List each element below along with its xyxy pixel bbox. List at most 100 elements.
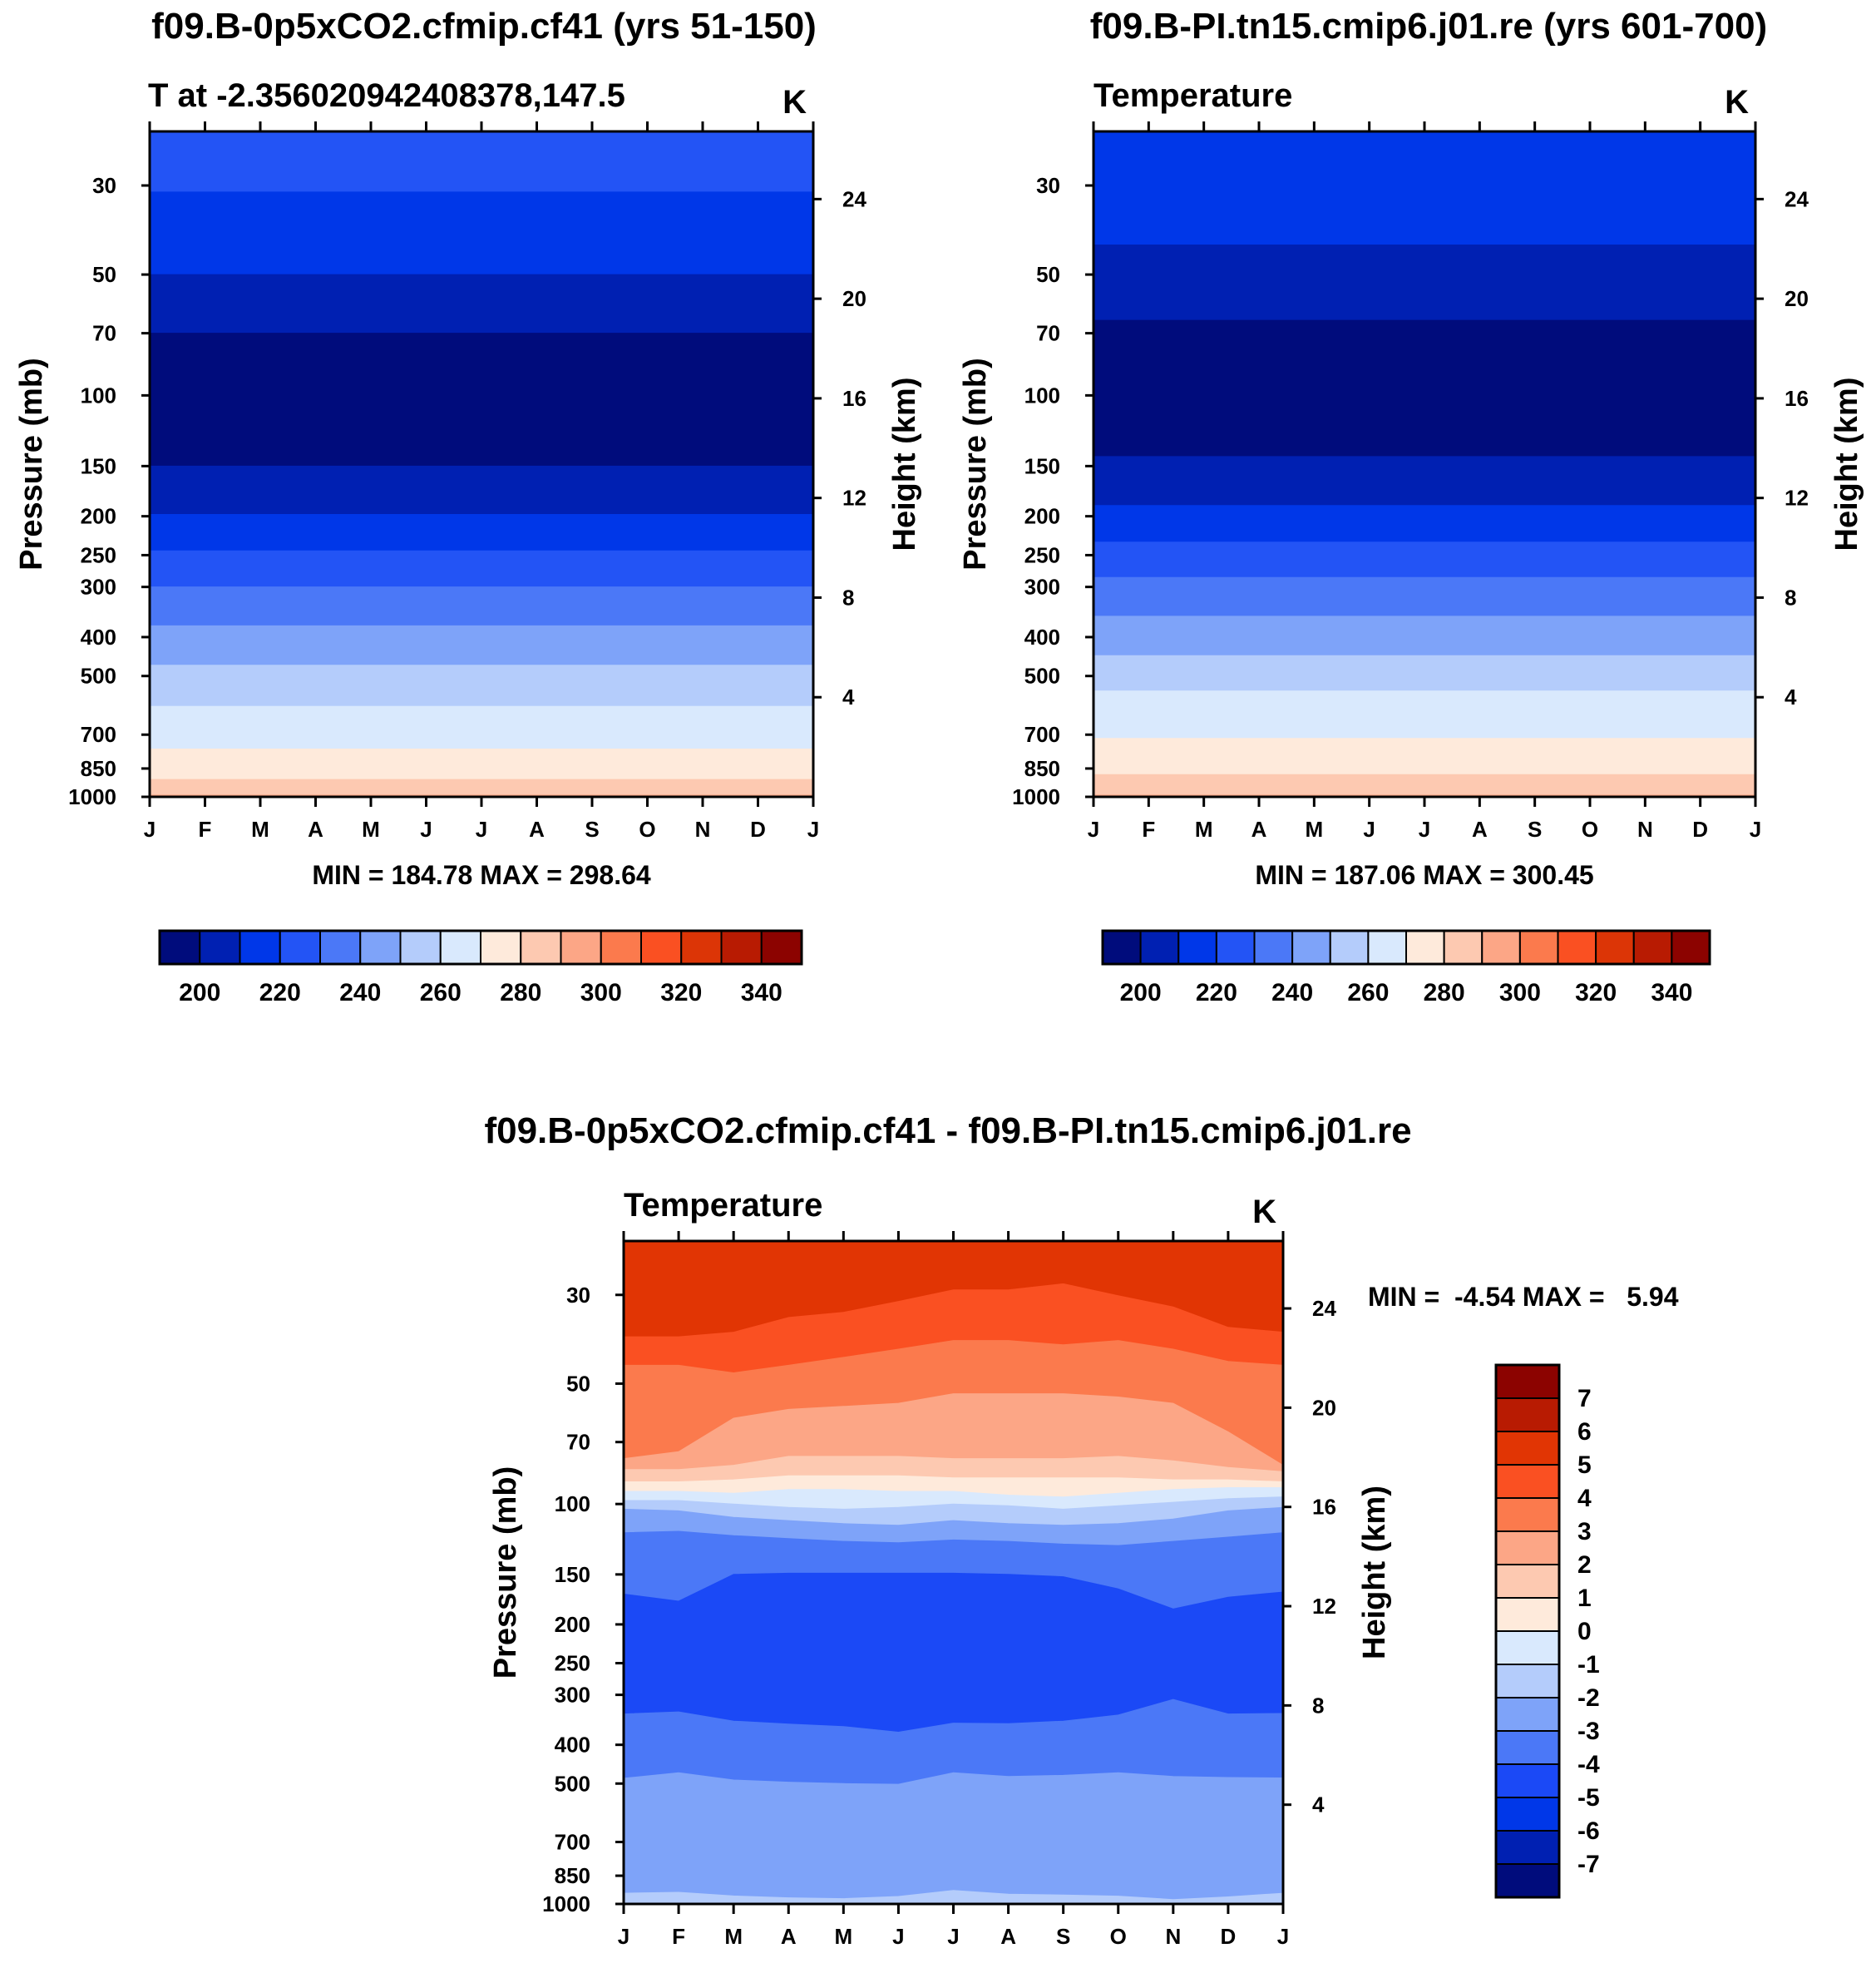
- colorbar-swatch: [1215, 930, 1256, 965]
- colorbar-swatch: [600, 930, 642, 965]
- x-tick-label: A: [308, 817, 323, 842]
- y-tick-label: 200: [1024, 504, 1060, 529]
- contour-band: [149, 333, 814, 467]
- contour-band: [149, 779, 814, 796]
- y-axis-label: Pressure (mb): [488, 1466, 523, 1679]
- colorbar-swatch: [1495, 1364, 1560, 1399]
- y-tick-label: 150: [1024, 453, 1060, 478]
- colorbar-label: 220: [1196, 979, 1237, 1006]
- colorbar-label: 6: [1577, 1418, 1592, 1446]
- y-tick-label: 300: [1024, 575, 1060, 600]
- colorbar-swatch: [480, 930, 522, 965]
- panel-left-label: Temperature: [624, 1187, 822, 1224]
- y-tick-label: 100: [81, 383, 116, 408]
- x-tick-label: D: [1692, 817, 1708, 842]
- x-tick-label: S: [1056, 1924, 1070, 1949]
- colorbar-swatch: [1595, 930, 1635, 965]
- contour-band: [1093, 738, 1756, 775]
- y-tick-label: 400: [555, 1733, 590, 1758]
- colorbar-swatch: [239, 930, 281, 965]
- colorbar-label: 4: [1577, 1485, 1592, 1512]
- x-tick-label: N: [695, 817, 711, 842]
- x-tick-label: J: [1363, 817, 1375, 842]
- panel-left-label: Temperature: [1094, 77, 1292, 114]
- contour-band: [149, 550, 814, 588]
- colorbar-swatch: [1495, 1630, 1560, 1665]
- colorbar-label: 240: [1271, 979, 1313, 1006]
- colorbar-swatch: [359, 930, 402, 965]
- contour-band: [149, 274, 814, 334]
- y2-tick-label: 8: [842, 585, 854, 610]
- colorbar-1: 200 220 240 260 280 300 320 340: [1101, 929, 1711, 1006]
- x-tick-label: M: [362, 817, 380, 842]
- x-tick-label: O: [639, 817, 655, 842]
- y-tick-label: 700: [1024, 722, 1060, 747]
- colorbar-swatch: [1495, 1530, 1560, 1565]
- colorbar-frame: [158, 929, 803, 966]
- y-tick-label: 70: [92, 321, 116, 346]
- colorbar-swatch: [1495, 1597, 1560, 1632]
- x-tick-label: M: [1195, 817, 1213, 842]
- colorbar-swatch: [1291, 930, 1331, 965]
- y-tick-label: 700: [81, 722, 116, 747]
- colorbar-label: 200: [1120, 979, 1162, 1006]
- contour-band: [149, 190, 814, 275]
- colorbar-swatch: [1139, 930, 1180, 965]
- contour-band: [1093, 505, 1756, 543]
- y-tick-label: 70: [1036, 321, 1060, 346]
- colorbar-label: -1: [1577, 1651, 1600, 1679]
- x-tick-label: J: [1277, 1924, 1289, 1949]
- x-tick-label: O: [1582, 817, 1598, 842]
- colorbar-swatch: [640, 930, 683, 965]
- y-tick-label: 250: [81, 542, 116, 567]
- colorbar-label: 280: [500, 979, 541, 1006]
- y-tick-label: 150: [555, 1562, 590, 1587]
- colorbar-label: 320: [660, 979, 702, 1006]
- x-tick-label: F: [1142, 817, 1155, 842]
- y-tick-label: 250: [555, 1651, 590, 1676]
- colorbar-label: 300: [580, 979, 622, 1006]
- y-axis-label: Pressure (mb): [14, 358, 49, 571]
- colorbar-label: 300: [1499, 979, 1541, 1006]
- y2-tick-label: 16: [1312, 1495, 1336, 1520]
- y2-tick-label: 20: [1312, 1395, 1336, 1420]
- contour-band: [149, 625, 814, 666]
- x-tick-label: J: [947, 1924, 959, 1949]
- contour-band: [149, 131, 814, 192]
- colorbar-label: 240: [339, 979, 381, 1006]
- colorbar-swatch: [1495, 1397, 1560, 1432]
- x-tick-label: J: [807, 817, 819, 842]
- panel-units: K: [1252, 1194, 1276, 1230]
- colorbar-swatch: [1329, 930, 1370, 965]
- x-tick-label: J: [1088, 817, 1099, 842]
- contour-band: [149, 749, 814, 780]
- colorbar-label: 3: [1577, 1518, 1592, 1545]
- y-tick-label: 1000: [68, 784, 116, 809]
- y2-tick-label: 24: [1312, 1296, 1336, 1321]
- y-tick-label: 300: [81, 575, 116, 600]
- colorbar-label: 5: [1577, 1451, 1592, 1479]
- panel2-title: f09.B-PI.tn15.cmip6.j01.re (yrs 601-700): [1090, 6, 1767, 47]
- panel-0-plot: J F M A M J J A S O N D J 30 50 70 100 150 200 250 300 400 500…: [14, 77, 922, 890]
- colorbar-swatch: [1367, 930, 1407, 965]
- colorbar-swatch: [560, 930, 602, 965]
- colorbar-label: 2: [1577, 1551, 1592, 1579]
- colorbar-swatch: [1481, 930, 1521, 965]
- colorbar-swatch: [760, 930, 802, 965]
- colorbar-frame: [1101, 929, 1711, 966]
- colorbar-swatch: [1671, 930, 1711, 965]
- x-tick-label: O: [1110, 1924, 1127, 1949]
- y-tick-label: 500: [1024, 664, 1060, 689]
- colorbar-swatch: [1495, 1697, 1560, 1732]
- x-tick-label: A: [1251, 817, 1267, 842]
- x-tick-label: J: [420, 817, 432, 842]
- colorbar-swatch: [199, 930, 241, 965]
- contour-band: [623, 1240, 1284, 1337]
- colorbar-label: 260: [420, 979, 462, 1006]
- x-tick-label: N: [1165, 1924, 1181, 1949]
- panel-1-plot: J F M A M J J A S O N D J 30 50 70 100 150 200 250 300 400 500…: [958, 77, 1864, 890]
- y-tick-label: 50: [566, 1371, 590, 1396]
- y-tick-label: 500: [555, 1771, 590, 1796]
- colorbar-swatch: [1253, 930, 1294, 965]
- colorbar-swatch: [720, 930, 763, 965]
